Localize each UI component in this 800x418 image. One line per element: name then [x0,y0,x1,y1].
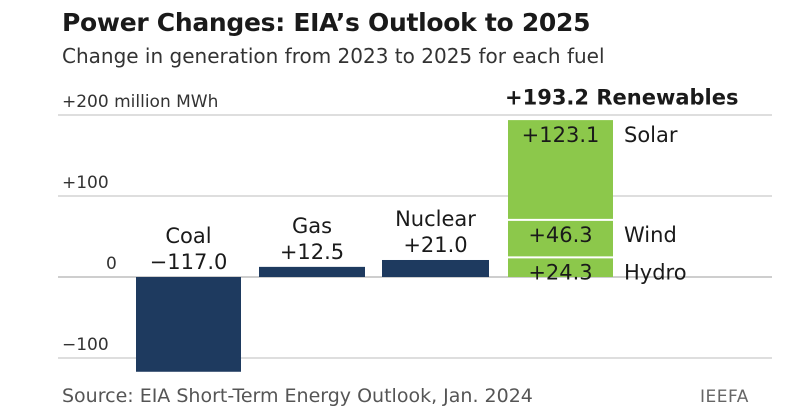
value-label-nuclear: +21.0 [403,233,467,257]
segment-hydro [508,257,613,277]
category-label-gas: Gas [292,214,332,238]
segment-name-solar: Solar [624,123,678,147]
segment-name-wind: Wind [624,223,677,247]
bar-gas [259,266,365,277]
segment-name-hydro: Hydro [624,260,687,284]
y-tick-label: 0 [106,254,117,274]
y-tick-label: +100 [62,173,109,193]
category-label-nuclear: Nuclear [395,207,476,231]
y-tick-label: +200 million MWh [62,92,218,112]
value-label-coal: −117.0 [150,250,228,274]
bar-coal [136,277,241,372]
bar-nuclear [382,259,489,277]
brand-label: IEEFA [700,387,749,407]
category-label-coal: Coal [165,224,211,248]
segment-value-hydro: +24.3 [528,260,592,284]
value-label-gas: +12.5 [280,240,344,264]
chart-subtitle: Change in generation from 2023 to 2025 f… [62,44,605,68]
chart-title: Power Changes: EIA’s Outlook to 2025 [62,8,591,37]
source-note: Source: EIA Short-Term Energy Outlook, J… [62,385,533,407]
segment-wind [508,219,613,258]
renewables-total-label: +193.2 Renewables [505,86,738,110]
segment-solar [508,120,613,220]
y-tick-label: −100 [62,335,109,355]
segment-value-solar: +123.1 [522,123,600,147]
segment-value-wind: +46.3 [528,223,592,247]
